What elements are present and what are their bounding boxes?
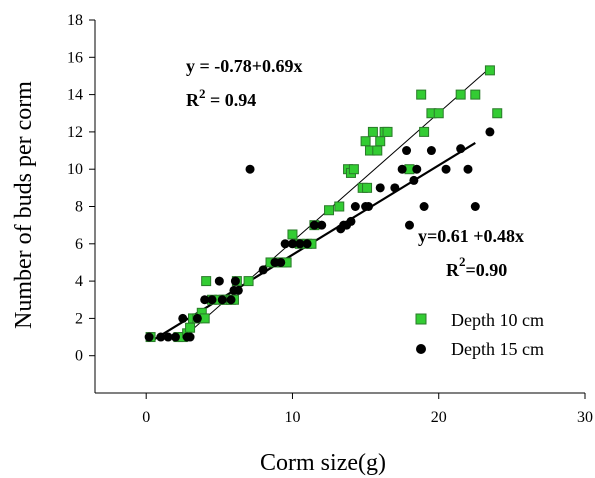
point-depth15 xyxy=(217,295,227,305)
x-tick-label: 20 xyxy=(431,409,447,426)
y-tick-label: 12 xyxy=(67,124,83,141)
point-depth10 xyxy=(367,126,378,137)
point-depth15 xyxy=(226,295,236,305)
legend-marker-depth10 xyxy=(415,313,427,325)
point-depth15 xyxy=(485,127,495,137)
point-depth15 xyxy=(276,257,286,267)
point-depth10 xyxy=(348,164,359,175)
y-tick-label: 4 xyxy=(75,273,83,290)
point-depth15 xyxy=(390,183,400,193)
point-depth15 xyxy=(233,285,243,295)
y-axis-title: Number of buds per corm xyxy=(11,81,37,329)
x-tick-label: 30 xyxy=(577,409,593,426)
point-depth15 xyxy=(170,332,180,342)
point-depth15 xyxy=(397,164,407,174)
point-depth15 xyxy=(302,239,312,249)
point-depth15 xyxy=(207,295,217,305)
y-tick-label: 2 xyxy=(75,310,83,327)
y-tick-label: 6 xyxy=(75,236,83,253)
point-depth15 xyxy=(456,144,466,154)
point-depth15 xyxy=(419,202,429,211)
point-depth15 xyxy=(441,164,451,174)
point-depth15 xyxy=(375,183,385,193)
data-points xyxy=(144,65,503,343)
point-depth10 xyxy=(201,276,212,287)
point-depth15 xyxy=(470,202,480,211)
point-depth15 xyxy=(295,239,305,249)
point-depth10 xyxy=(492,108,503,119)
y-tick-label: 14 xyxy=(67,87,83,104)
point-depth10 xyxy=(455,89,466,100)
point-depth15 xyxy=(178,313,188,323)
equation-depth10: y = -0.78+0.69x xyxy=(186,56,303,76)
point-depth10 xyxy=(360,136,371,147)
y-tick-label: 0 xyxy=(75,348,83,365)
legend: Depth 10 cm Depth 15 cm xyxy=(415,310,544,359)
y-tick-label: 18 xyxy=(67,12,83,29)
point-depth15 xyxy=(280,239,290,249)
x-tick-label: 10 xyxy=(284,409,300,426)
equation-depth15: y=0.61 +0.48x xyxy=(418,226,524,246)
point-depth10 xyxy=(433,108,444,119)
point-depth10 xyxy=(362,182,373,193)
point-depth15 xyxy=(258,265,268,275)
point-depth15 xyxy=(214,276,224,286)
point-depth10 xyxy=(243,276,254,287)
point-depth15 xyxy=(163,332,173,342)
point-depth10 xyxy=(419,126,430,137)
x-axis-title: Corm size(g) xyxy=(260,450,386,476)
point-depth15 xyxy=(144,332,154,342)
point-depth10 xyxy=(185,322,196,333)
point-depth15 xyxy=(404,220,414,230)
point-depth15 xyxy=(463,164,473,174)
point-depth15 xyxy=(156,332,166,342)
point-depth15 xyxy=(317,220,327,230)
point-depth15 xyxy=(245,164,255,174)
point-depth15 xyxy=(364,202,374,211)
point-depth10 xyxy=(416,89,427,100)
point-depth15 xyxy=(402,146,412,156)
point-depth10 xyxy=(334,201,345,212)
regression-label-depth15: y=0.61 +0.48x R2=0.90 xyxy=(418,226,524,280)
point-depth15 xyxy=(200,295,210,305)
y-tick-label: 16 xyxy=(67,49,83,66)
point-depth10 xyxy=(287,229,298,240)
legend-label-depth15: Depth 15 cm xyxy=(451,339,544,359)
point-depth15 xyxy=(409,175,419,185)
r2-depth10: R2 = 0.94 xyxy=(186,86,256,110)
point-depth10 xyxy=(324,205,335,216)
point-depth10 xyxy=(375,136,386,147)
r2-depth15: R2=0.90 xyxy=(446,254,507,280)
regression-label-depth10: y = -0.78+0.69x R2 = 0.94 xyxy=(186,56,303,110)
legend-label-depth10: Depth 10 cm xyxy=(451,310,544,330)
point-depth15 xyxy=(185,332,195,342)
axes: 0 2 4 6 8 10 12 14 16 18 0 10 20 30 xyxy=(67,12,593,426)
y-tick-label: 10 xyxy=(67,161,83,178)
point-depth15 xyxy=(426,146,436,156)
point-depth10 xyxy=(484,65,495,76)
point-depth15 xyxy=(309,220,319,230)
point-depth15 xyxy=(346,216,356,226)
x-tick-label: 0 xyxy=(142,409,150,426)
point-depth15 xyxy=(350,202,360,211)
y-tick-label: 8 xyxy=(75,199,83,216)
legend-marker-depth15 xyxy=(416,344,426,354)
point-depth10 xyxy=(470,89,481,100)
point-depth15 xyxy=(412,164,422,174)
point-depth10 xyxy=(372,145,383,156)
point-depth15 xyxy=(287,239,297,249)
point-depth15 xyxy=(230,276,240,286)
point-depth10 xyxy=(382,126,393,137)
point-depth15 xyxy=(192,313,202,323)
